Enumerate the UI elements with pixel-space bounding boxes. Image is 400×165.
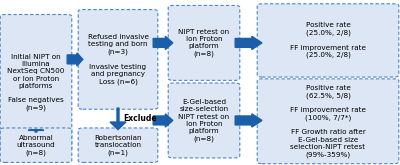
- FancyBboxPatch shape: [168, 83, 240, 158]
- Text: Robertsonian
translocation
(n=1): Robertsonian translocation (n=1): [94, 135, 142, 156]
- FancyBboxPatch shape: [0, 15, 72, 150]
- FancyArrow shape: [110, 108, 126, 130]
- Text: Exclude: Exclude: [123, 114, 157, 123]
- Text: Positive rate
(25.0%, 2/8)

FF improvement rate
(25.0%, 2/8): Positive rate (25.0%, 2/8) FF improvemen…: [290, 22, 366, 58]
- FancyArrow shape: [153, 36, 173, 49]
- Text: E-Gel-based
size-selection
NIPT retest on
Ion Proton
platform
(n=8): E-Gel-based size-selection NIPT retest o…: [178, 99, 230, 142]
- Text: Abnormal
ultrasound
(n=8): Abnormal ultrasound (n=8): [17, 135, 55, 156]
- FancyArrow shape: [67, 53, 83, 66]
- FancyBboxPatch shape: [78, 128, 158, 162]
- FancyBboxPatch shape: [257, 4, 399, 77]
- Text: Initial NIPT on
Illumina
NextSeq CN500
or Ion Proton
platforms

False negatives
: Initial NIPT on Illumina NextSeq CN500 o…: [7, 54, 65, 111]
- Text: Positive rate
(62.5%, 5/8)

FF improvement rate
(100%, 7/7*)

FF Growth ratio af: Positive rate (62.5%, 5/8) FF improvemen…: [290, 85, 366, 158]
- FancyBboxPatch shape: [0, 128, 72, 162]
- FancyArrow shape: [28, 130, 44, 132]
- FancyArrow shape: [153, 114, 173, 127]
- FancyArrow shape: [235, 36, 262, 49]
- FancyBboxPatch shape: [257, 79, 399, 164]
- FancyBboxPatch shape: [168, 5, 240, 80]
- Text: NIPT retest on
Ion Proton
platform
(n=8): NIPT retest on Ion Proton platform (n=8): [178, 29, 230, 57]
- Text: Refused invasive
testing and born
(n=3)

Invasive testing
and pregnancy
Loss (n=: Refused invasive testing and born (n=3) …: [88, 34, 148, 85]
- FancyBboxPatch shape: [78, 10, 158, 109]
- FancyArrow shape: [235, 114, 262, 127]
